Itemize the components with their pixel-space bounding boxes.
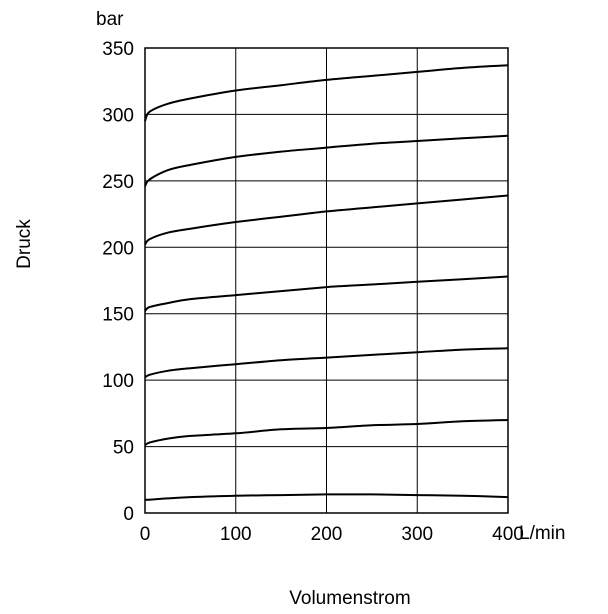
y-tick-label-100: 100 (102, 371, 134, 392)
pressure-curve-7 (144, 64, 509, 122)
curve-layer (144, 64, 509, 501)
pressure-curve-5 (144, 194, 509, 246)
y-tick-label-350: 350 (102, 39, 134, 60)
grid-layer (145, 48, 508, 513)
y-tick-label-300: 300 (102, 105, 134, 126)
y-tick-label-250: 250 (102, 172, 134, 193)
x-unit-label: L/min (519, 523, 565, 544)
y-unit-label: bar (96, 9, 124, 30)
pressure-curve-1 (144, 493, 509, 501)
tick-layer: 0 50 100 150 200 250 300 350 0 100 200 300 400 (102, 39, 524, 545)
x-axis-title: Volumenstrom (289, 588, 410, 609)
y-tick-label-0: 0 (123, 504, 134, 525)
x-tick-label-100: 100 (220, 524, 252, 545)
pressure-curve-2 (144, 419, 509, 447)
x-tick-label-0: 0 (140, 524, 151, 545)
y-tick-label-200: 200 (102, 238, 134, 259)
x-tick-label-300: 300 (401, 524, 433, 545)
plot-frame (144, 47, 509, 514)
y-tick-label-50: 50 (113, 438, 134, 459)
pressure-curve-4 (144, 275, 509, 312)
x-tick-label-200: 200 (311, 524, 343, 545)
y-tick-label-150: 150 (102, 305, 134, 326)
pressure-curve-6 (144, 134, 509, 187)
x-tick-label-400: 400 (492, 524, 524, 545)
pressure-curve-3 (144, 347, 509, 379)
y-axis-title: Druck (14, 219, 35, 269)
